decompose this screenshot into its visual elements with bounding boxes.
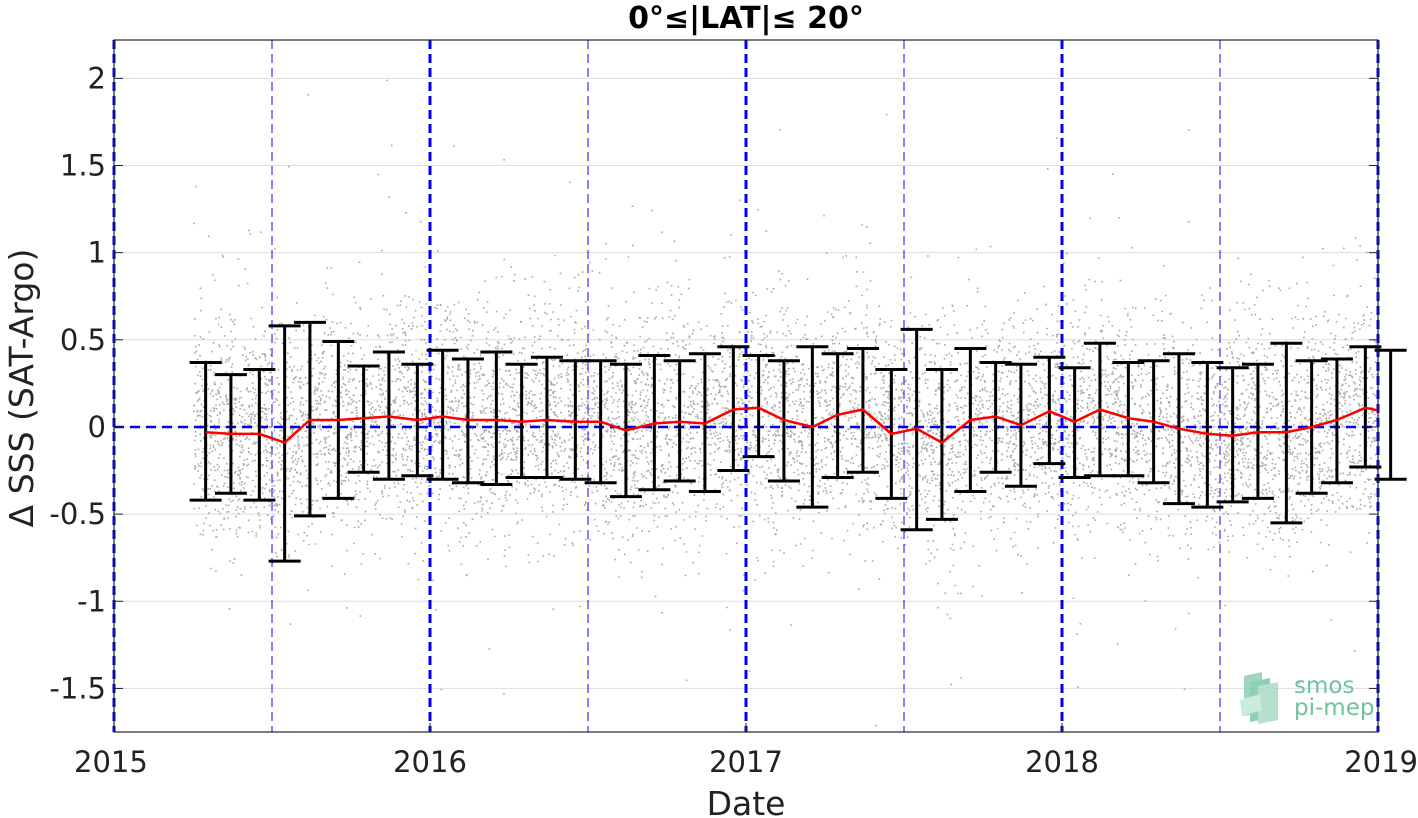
x-axis-label: Date — [707, 784, 786, 818]
logo-text-smos: smos — [1294, 673, 1354, 699]
chart-title: 0°≤|LAT|≤ 20° — [628, 1, 864, 36]
x-axis-ticks: 2015 2016 2017 2018 2019 — [74, 723, 1418, 779]
y-tick-label-4: 0 — [88, 410, 106, 444]
x-tick-label-3: 2018 — [1025, 745, 1099, 779]
smos-pi-mep-logo: smos pi-mep — [1240, 672, 1374, 724]
error-bar-21 — [742, 353, 775, 459]
x-tick-label-2: 2017 — [709, 745, 783, 779]
error-bar-11 — [480, 350, 513, 486]
logo-text-pi-mep: pi-mep — [1294, 695, 1374, 721]
error-bar-45 — [1374, 348, 1407, 481]
x-tick-label-1: 2016 — [393, 745, 467, 779]
y-tick-label-3: 0.5 — [60, 323, 106, 357]
mean-line — [205, 406, 1378, 445]
y-tick-label-5: -0.5 — [49, 497, 106, 531]
y-tick-label-6: -1 — [77, 584, 106, 618]
y-axis-ticks: 2 1.5 1 0.5 0 -0.5 -1 -1.5 — [49, 61, 1378, 705]
y-tick-label-0: 2 — [88, 61, 106, 95]
error-bar-13 — [530, 355, 563, 480]
error-bar-9 — [426, 348, 459, 481]
y-axis-label: Δ SSS (SAT-Argo) — [2, 249, 41, 528]
x-tick-label-4: 2019 — [1344, 745, 1418, 779]
error-bar-0 — [189, 360, 222, 502]
error-bar-28 — [925, 367, 958, 521]
y-tick-label-1: 1.5 — [60, 149, 106, 183]
logo-mark-icon — [1240, 672, 1278, 724]
y-tick-label-2: 1 — [88, 236, 106, 270]
mean-line-path — [205, 406, 1378, 445]
y-tick-label-7: -1.5 — [49, 671, 106, 705]
x-tick-label-0: 2015 — [74, 745, 148, 779]
